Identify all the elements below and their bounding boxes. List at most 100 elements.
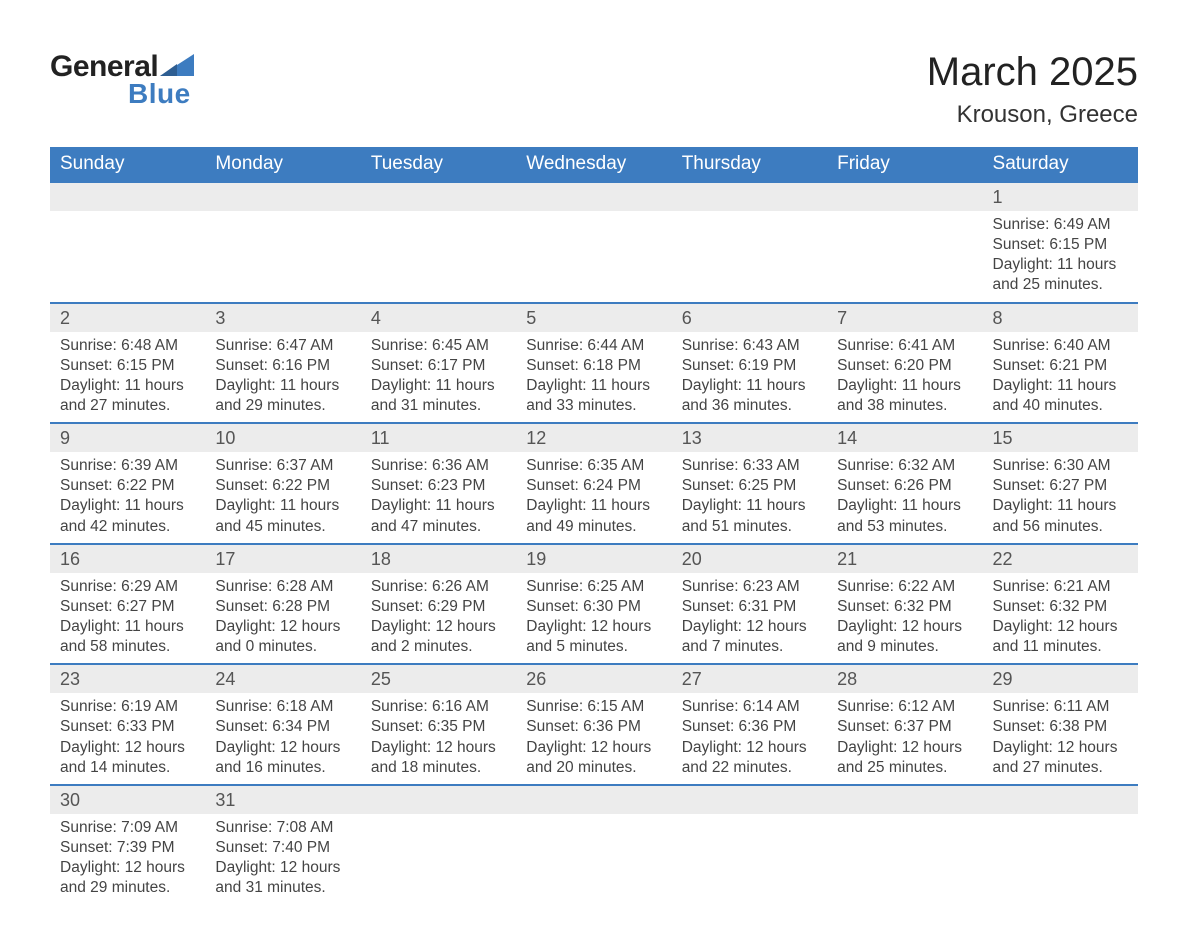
day-cell: Sunrise: 6:28 AMSunset: 6:28 PMDaylight:… — [205, 573, 360, 665]
day-header: Monday — [205, 147, 360, 182]
header-row: General Blue March 2025 Krouson, Greece — [50, 50, 1138, 129]
day-cell: Sunrise: 6:23 AMSunset: 6:31 PMDaylight:… — [672, 573, 827, 665]
sunset-line: Sunset: 6:17 PM — [371, 356, 506, 376]
daylight-line-1: Daylight: 12 hours — [371, 617, 506, 637]
day-cell — [205, 211, 360, 303]
week-daybar: 1 — [50, 182, 1138, 211]
daylight-line-2: and 53 minutes. — [837, 517, 972, 537]
sunset-line: Sunset: 6:31 PM — [682, 597, 817, 617]
sunset-line: Sunset: 6:28 PM — [215, 597, 350, 617]
week-daybar: 23242526272829 — [50, 664, 1138, 693]
day-number — [672, 785, 827, 814]
daylight-line-1: Daylight: 11 hours — [60, 617, 195, 637]
daylight-line-2: and 49 minutes. — [526, 517, 661, 537]
daylight-line-2: and 11 minutes. — [993, 637, 1128, 657]
sunset-line: Sunset: 6:33 PM — [60, 717, 195, 737]
day-cell — [672, 211, 827, 303]
daylight-line-2: and 56 minutes. — [993, 517, 1128, 537]
daylight-line-1: Daylight: 11 hours — [837, 496, 972, 516]
sunset-line: Sunset: 6:38 PM — [993, 717, 1128, 737]
daylight-line-1: Daylight: 11 hours — [60, 496, 195, 516]
logo-text-blue: Blue — [128, 78, 194, 110]
day-cell: Sunrise: 6:49 AMSunset: 6:15 PMDaylight:… — [983, 211, 1138, 303]
day-cell — [827, 814, 982, 905]
day-header: Saturday — [983, 147, 1138, 182]
day-number: 5 — [516, 303, 671, 332]
daylight-line-1: Daylight: 12 hours — [837, 617, 972, 637]
sunset-line: Sunset: 6:19 PM — [682, 356, 817, 376]
daylight-line-1: Daylight: 12 hours — [215, 617, 350, 637]
day-cell: Sunrise: 6:18 AMSunset: 6:34 PMDaylight:… — [205, 693, 360, 785]
sunrise-line: Sunrise: 6:49 AM — [993, 215, 1128, 235]
daylight-line-1: Daylight: 11 hours — [682, 376, 817, 396]
day-number: 4 — [361, 303, 516, 332]
day-cell: Sunrise: 6:39 AMSunset: 6:22 PMDaylight:… — [50, 452, 205, 544]
sunset-line: Sunset: 6:27 PM — [993, 476, 1128, 496]
daylight-line-2: and 18 minutes. — [371, 758, 506, 778]
day-number: 29 — [983, 664, 1138, 693]
daylight-line-2: and 25 minutes. — [837, 758, 972, 778]
sunrise-line: Sunrise: 6:40 AM — [993, 336, 1128, 356]
sunset-line: Sunset: 6:16 PM — [215, 356, 350, 376]
day-cell: Sunrise: 6:29 AMSunset: 6:27 PMDaylight:… — [50, 573, 205, 665]
day-number: 27 — [672, 664, 827, 693]
week-content: Sunrise: 7:09 AMSunset: 7:39 PMDaylight:… — [50, 814, 1138, 905]
sunrise-line: Sunrise: 6:41 AM — [837, 336, 972, 356]
daylight-line-1: Daylight: 12 hours — [682, 617, 817, 637]
daylight-line-2: and 9 minutes. — [837, 637, 972, 657]
sunset-line: Sunset: 6:23 PM — [371, 476, 506, 496]
week-content: Sunrise: 6:49 AMSunset: 6:15 PMDaylight:… — [50, 211, 1138, 303]
day-number: 26 — [516, 664, 671, 693]
daylight-line-1: Daylight: 11 hours — [526, 496, 661, 516]
day-number: 3 — [205, 303, 360, 332]
daylight-line-1: Daylight: 12 hours — [837, 738, 972, 758]
day-number: 1 — [983, 182, 1138, 211]
daylight-line-1: Daylight: 11 hours — [993, 255, 1128, 275]
week-content: Sunrise: 6:39 AMSunset: 6:22 PMDaylight:… — [50, 452, 1138, 544]
day-cell: Sunrise: 6:14 AMSunset: 6:36 PMDaylight:… — [672, 693, 827, 785]
daylight-line-2: and 47 minutes. — [371, 517, 506, 537]
logo: General Blue — [50, 50, 194, 110]
day-number: 11 — [361, 423, 516, 452]
sunset-line: Sunset: 6:27 PM — [60, 597, 195, 617]
day-cell: Sunrise: 6:26 AMSunset: 6:29 PMDaylight:… — [361, 573, 516, 665]
day-number: 6 — [672, 303, 827, 332]
daylight-line-1: Daylight: 12 hours — [60, 738, 195, 758]
sunrise-line: Sunrise: 6:22 AM — [837, 577, 972, 597]
daylight-line-2: and 16 minutes. — [215, 758, 350, 778]
day-cell — [983, 814, 1138, 905]
daylight-line-2: and 7 minutes. — [682, 637, 817, 657]
daylight-line-1: Daylight: 12 hours — [993, 617, 1128, 637]
sunset-line: Sunset: 7:39 PM — [60, 838, 195, 858]
day-cell: Sunrise: 6:32 AMSunset: 6:26 PMDaylight:… — [827, 452, 982, 544]
sunrise-line: Sunrise: 7:08 AM — [215, 818, 350, 838]
day-cell — [827, 211, 982, 303]
daylight-line-2: and 38 minutes. — [837, 396, 972, 416]
day-number: 28 — [827, 664, 982, 693]
day-number: 19 — [516, 544, 671, 573]
week-content: Sunrise: 6:19 AMSunset: 6:33 PMDaylight:… — [50, 693, 1138, 785]
sunset-line: Sunset: 6:22 PM — [60, 476, 195, 496]
sunset-line: Sunset: 6:35 PM — [371, 717, 506, 737]
daylight-line-2: and 27 minutes. — [60, 396, 195, 416]
calendar-page: General Blue March 2025 Krouson, Greece … — [0, 0, 1188, 944]
sunrise-line: Sunrise: 6:11 AM — [993, 697, 1128, 717]
day-cell: Sunrise: 6:43 AMSunset: 6:19 PMDaylight:… — [672, 332, 827, 424]
day-number: 9 — [50, 423, 205, 452]
day-number: 14 — [827, 423, 982, 452]
day-header: Tuesday — [361, 147, 516, 182]
day-number: 21 — [827, 544, 982, 573]
day-cell: Sunrise: 6:44 AMSunset: 6:18 PMDaylight:… — [516, 332, 671, 424]
day-number: 17 — [205, 544, 360, 573]
sunrise-line: Sunrise: 6:43 AM — [682, 336, 817, 356]
daylight-line-1: Daylight: 11 hours — [993, 376, 1128, 396]
sunset-line: Sunset: 6:18 PM — [526, 356, 661, 376]
sunrise-line: Sunrise: 6:16 AM — [371, 697, 506, 717]
sunrise-line: Sunrise: 6:29 AM — [60, 577, 195, 597]
daylight-line-1: Daylight: 12 hours — [526, 617, 661, 637]
daylight-line-1: Daylight: 11 hours — [371, 496, 506, 516]
daylight-line-2: and 22 minutes. — [682, 758, 817, 778]
daylight-line-1: Daylight: 11 hours — [215, 376, 350, 396]
sunrise-line: Sunrise: 6:45 AM — [371, 336, 506, 356]
calendar-table: SundayMondayTuesdayWednesdayThursdayFrid… — [50, 147, 1138, 904]
